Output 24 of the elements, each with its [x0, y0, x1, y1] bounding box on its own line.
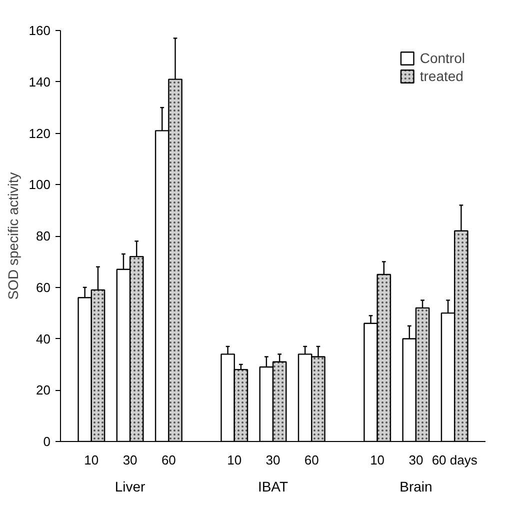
x-tick-label: 10 [370, 452, 385, 468]
y-tick-label: 0 [43, 434, 51, 449]
x-tick-label: 30 [266, 452, 280, 468]
text: Liver [114, 478, 146, 494]
legend-label: treated [420, 68, 464, 84]
y-tick-label: 160 [28, 23, 51, 38]
y-tick-label: 20 [36, 382, 51, 398]
x-tick-label: 30 [408, 452, 424, 468]
x-tick-label: 60 days [432, 452, 478, 468]
text: IBAT [258, 478, 288, 494]
x-tick-label: 60 [304, 452, 319, 468]
y-tick-label: 40 [36, 331, 51, 346]
y-tick-label: 100 [28, 177, 51, 192]
y-tick-label: 120 [28, 126, 51, 141]
legend-label: Control [420, 50, 465, 66]
y-tick-label: 60 [36, 280, 51, 295]
x-tick-label: 10 [227, 452, 242, 468]
x-tick-label: 10 [84, 452, 99, 468]
x-tick-label: 30 [122, 452, 138, 468]
y-axis-title: SOD specific activity [4, 172, 21, 300]
y-tick-label: 140 [28, 74, 51, 90]
y-tick-label: 80 [36, 228, 51, 244]
x-tick-label: 60 [161, 452, 176, 468]
text: Brain [400, 478, 432, 494]
